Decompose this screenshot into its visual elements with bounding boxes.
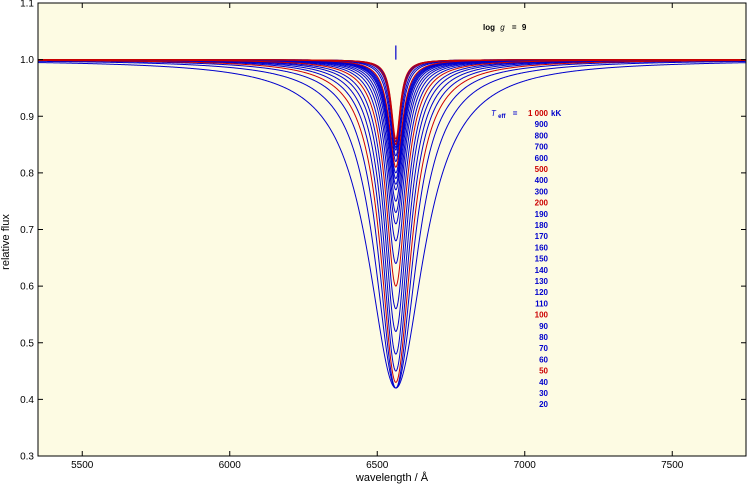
x-tick-label: 7500 [661,460,684,471]
legend-entry: 120 [535,288,549,297]
legend-entry: 900 [535,120,549,129]
series-line [38,60,746,389]
log-g-value: 9 [522,23,527,32]
legend: T eff = kK 1 000 900 800 700 600 500 400 300 200… [491,109,561,409]
series-line [38,59,746,140]
y-tick-label: 1.0 [20,55,34,66]
legend-symbol: T [491,109,497,118]
plot-background [38,3,746,456]
legend-entry: 1 000 [528,109,549,118]
series-line [37,60,747,389]
log-g-symbol: g [500,23,505,32]
legend-unit: kK [551,109,561,118]
y-tick-label: 0.4 [20,395,34,406]
x-tick-label: 7000 [514,460,537,471]
log-g-prefix: log [483,23,495,32]
legend-entry: 80 [539,333,548,342]
legend-entry: 100 [535,311,549,320]
legend-entry: 500 [535,165,549,174]
y-tick-label: 1.1 [20,0,34,10]
legend-entry: 30 [539,389,548,398]
y-axis-label: relative flux [0,214,12,270]
legend-entry: 110 [535,299,548,308]
legend-entry: 20 [539,400,548,409]
legend-entries: 1 000 900 800 700 600 500 400 300 200 190 180 170 16… [528,109,549,409]
y-axis: 0.3 0.4 0.5 0.6 0.7 0.8 0.9 1.0 1.1 [20,0,746,463]
legend-entry: 70 [539,344,548,353]
legend-entry: 170 [535,232,549,241]
legend-entry: 600 [535,154,549,163]
legend-entry: 180 [535,221,549,230]
x-axis-label: wavelength / Å [355,471,429,484]
y-tick-label: 0.8 [20,168,34,179]
y-tick-label: 0.3 [20,452,34,463]
legend-entry: 140 [535,266,549,275]
legend-entry: 700 [535,143,549,152]
series-line [37,59,746,383]
x-tick-label: 5500 [71,460,94,471]
x-tick-label: 6000 [219,460,242,471]
legend-entry: 300 [535,187,549,196]
legend-entry: 190 [535,210,549,219]
y-tick-label: 0.6 [20,282,34,293]
legend-entry: 400 [535,176,549,185]
x-tick-label: 6500 [366,460,389,471]
x-axis: 5500 6000 6500 7000 7500 [71,3,684,471]
series-curves [37,45,747,389]
legend-entry: 40 [539,378,548,387]
legend-subscript: eff [498,114,506,120]
svg-text:log g = 9: log g = 9 [483,23,527,32]
series-line [37,62,747,389]
log-g-equals: = [512,23,517,32]
svg-text:T eff =: T eff = [491,109,518,120]
y-tick-label: 0.7 [20,225,34,236]
legend-entry: 130 [535,277,549,286]
legend-equals: = [513,109,518,118]
legend-entry: 60 [539,355,548,364]
legend-entry: 150 [535,255,549,264]
legend-entry: 800 [535,131,549,140]
legend-entry: 160 [535,243,549,252]
legend-entry: 200 [535,199,549,208]
y-tick-label: 0.5 [20,338,34,349]
log-g-annotation: log g = 9 [483,23,527,32]
legend-entry: 50 [539,367,548,376]
y-tick-label: 0.9 [20,112,34,123]
legend-entry: 90 [539,322,548,331]
